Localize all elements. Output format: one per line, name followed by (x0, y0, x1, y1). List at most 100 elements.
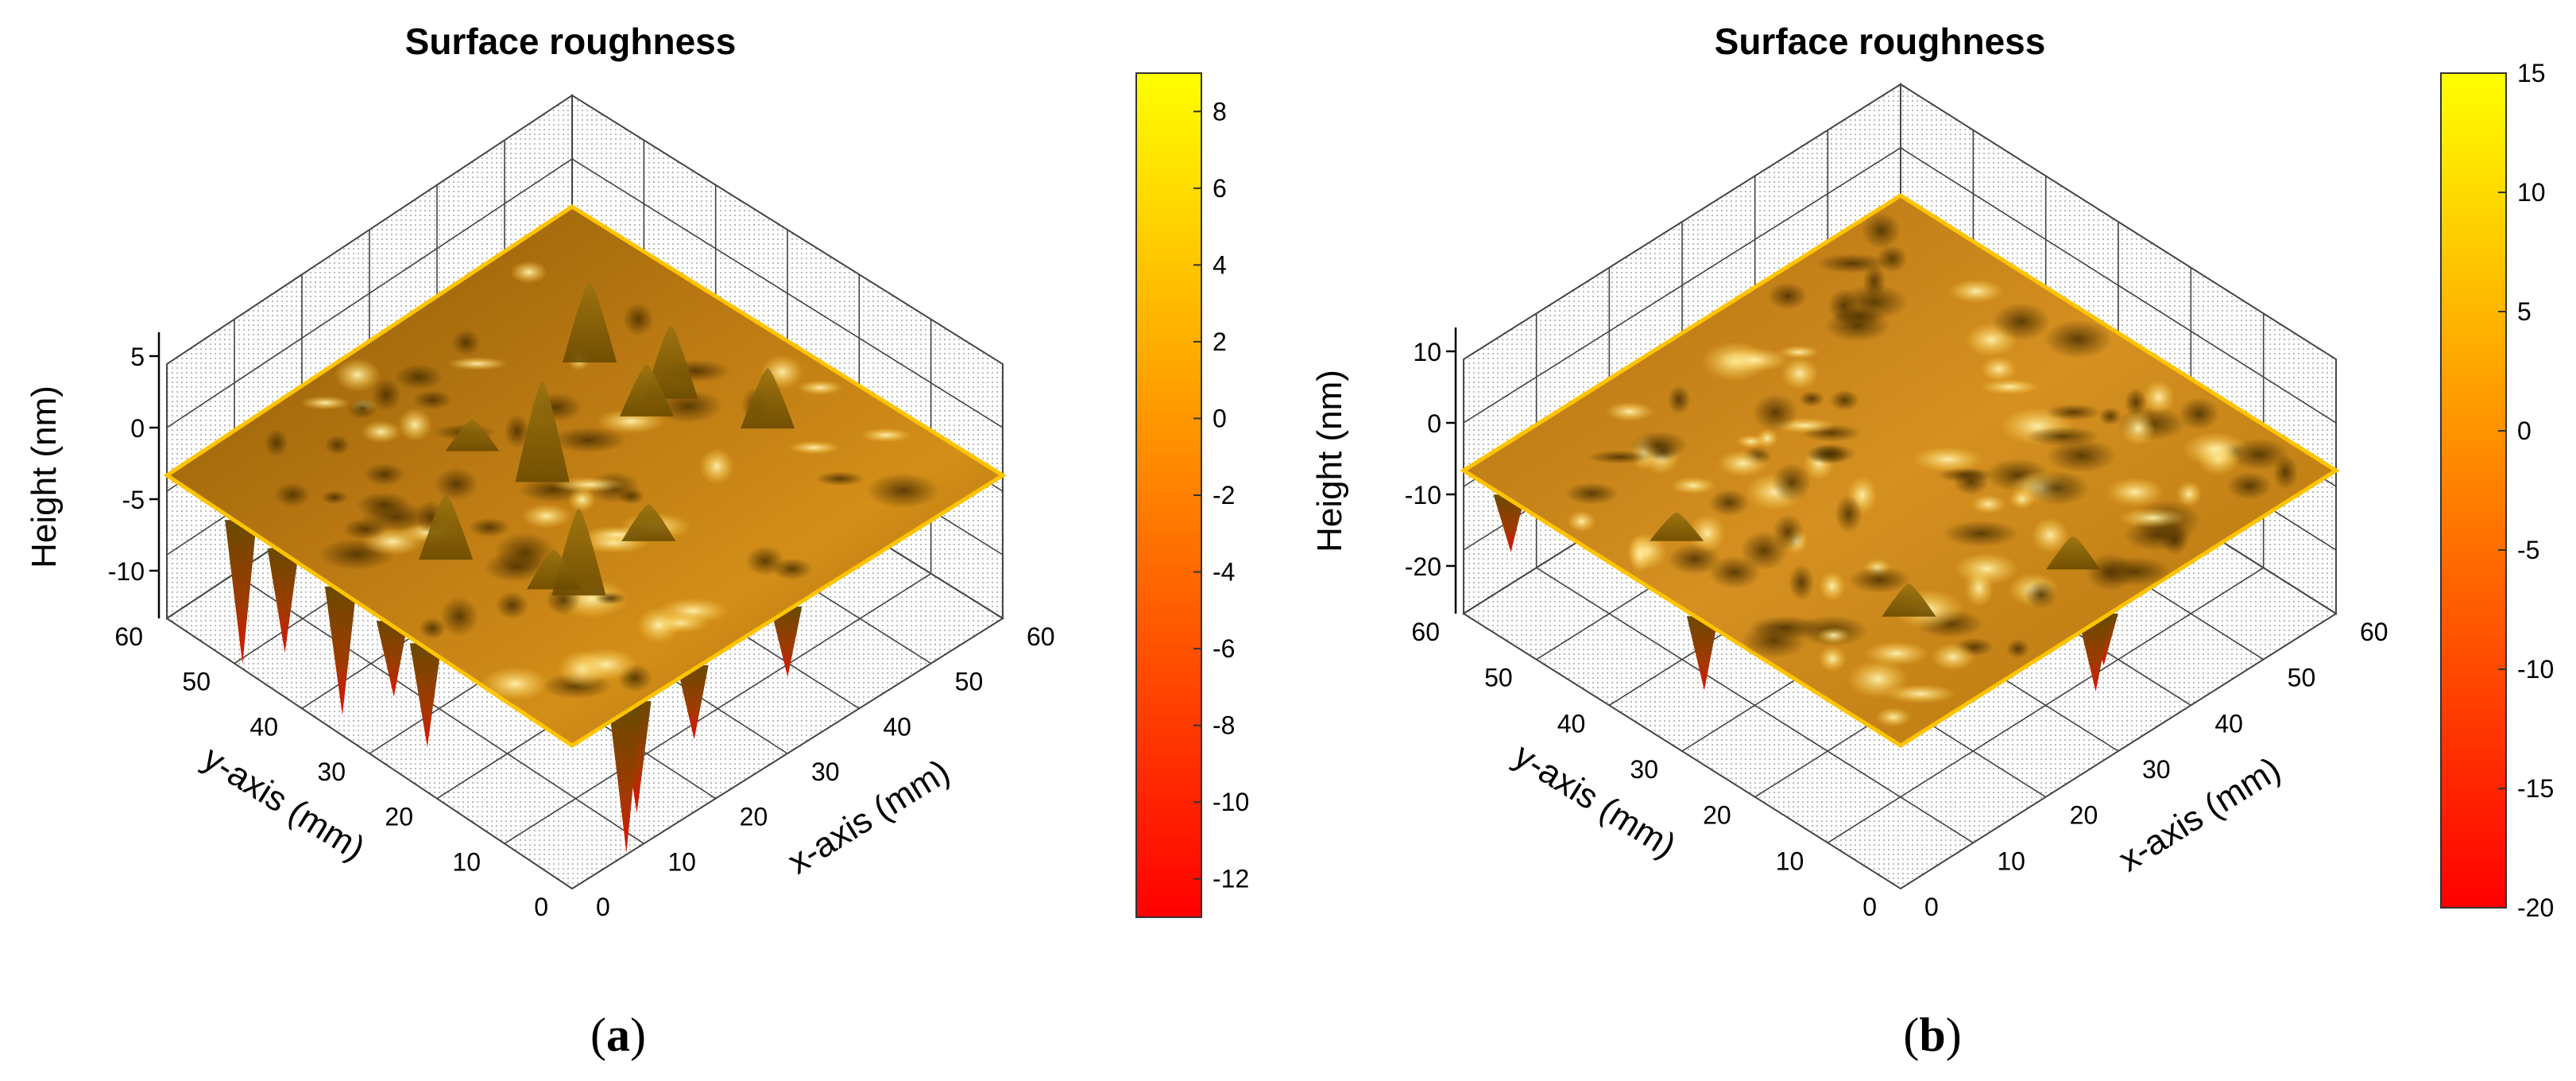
surface-highlight (1736, 434, 1766, 448)
surface-valley (1630, 431, 1688, 459)
surface-highlight (1688, 513, 1726, 553)
colorbar-tick-label: -20 (2517, 893, 2554, 922)
surface-highlight (1980, 356, 2017, 382)
z-axis-label: Height (nm) (1310, 370, 1349, 552)
surface-valley (1833, 306, 1884, 327)
surface-peaks (1650, 512, 2101, 617)
surface-highlight (300, 396, 350, 410)
surface-valley (371, 378, 401, 412)
surface-valley (412, 389, 452, 410)
surface-valley (1829, 389, 1860, 411)
surface-highlight (1818, 645, 1847, 672)
colorbar-tick-label: 0 (2517, 417, 2532, 445)
surface-peak (2046, 536, 2101, 570)
colorbar-tick-label: -2 (1213, 481, 1235, 510)
surface-valley (419, 618, 447, 640)
y-tick-label: 50 (182, 668, 211, 696)
surface-valley (494, 532, 555, 573)
surface-valley (1943, 520, 2019, 547)
y-tick-label: 50 (1484, 664, 1513, 692)
surface-valley (622, 302, 654, 336)
surface-highlight (1628, 534, 1652, 573)
surface-spikes (1493, 494, 2118, 692)
surface-valley (2025, 581, 2057, 609)
x-tick-label: 30 (2142, 755, 2171, 784)
surface-valley (504, 414, 530, 448)
surface-spike (609, 707, 641, 854)
surface-highlight (2009, 488, 2036, 510)
surface-highlight (699, 448, 734, 485)
z-tick-label: 0 (130, 414, 145, 443)
colorbar-tick-label: 4 (1213, 250, 1227, 279)
surface-valley (2226, 471, 2272, 501)
surface-highlight (1931, 642, 1975, 672)
z-tick-label: -5 (122, 486, 145, 514)
surface-valley (1992, 302, 2051, 341)
colorbar-tick-label: -6 (1213, 634, 1235, 663)
surface-valley (320, 490, 349, 505)
x-tick-label: 20 (740, 803, 768, 831)
surface-valley (1772, 513, 1804, 551)
surface-valley (2124, 387, 2148, 417)
y-tick-label: 10 (1776, 847, 1804, 875)
wall-grid-line (166, 158, 1004, 428)
surface-highlight (1781, 357, 1820, 390)
wall-grid-line (1463, 147, 2337, 424)
surface-valley (1953, 468, 1990, 495)
z-tick-label: -10 (108, 557, 145, 586)
surface-highlight (360, 420, 402, 444)
surface-valley (1848, 566, 1911, 594)
x-axis-label: x-axis (mm) (2112, 750, 2288, 879)
surface-peak (621, 504, 676, 541)
surface-valley (394, 364, 443, 390)
surface-peak (515, 381, 570, 482)
surface-valley (2098, 407, 2122, 426)
surface-highlight (1567, 510, 1596, 533)
chart-title: Surface roughness (405, 21, 737, 62)
floor-grid-line (1900, 613, 2337, 889)
surface-spike (1493, 494, 1526, 552)
y-tick-label: 40 (249, 712, 278, 741)
surface-highlight (1816, 626, 1851, 645)
y-tick-label: 60 (114, 622, 143, 651)
wall-grid-line (1463, 83, 2337, 360)
z-tick-label: 0 (1427, 409, 1441, 438)
surface-valley (1708, 489, 1750, 517)
surface-texture (1565, 212, 2299, 727)
surface-valley (1741, 622, 1808, 659)
surface-valley (468, 517, 510, 537)
surface-highlight (787, 440, 841, 455)
surface-highlight (509, 261, 547, 284)
surface-valley (1565, 482, 1619, 505)
surface-spikes (225, 520, 803, 854)
x-tick-label: 0 (1924, 893, 1939, 921)
y-tick-label: 20 (385, 803, 413, 831)
surface-highlight (797, 380, 844, 396)
surface-highlight (1847, 659, 1909, 699)
surface-highlight (573, 648, 639, 681)
surface-valley (2086, 552, 2135, 592)
surface-valley (274, 482, 311, 507)
surface-spike (2078, 618, 2110, 692)
surface-peak (445, 419, 500, 451)
z-tick-label: 10 (1413, 338, 1441, 366)
surface-spike (409, 643, 442, 748)
surface-highlight (1778, 345, 1820, 359)
surface-spike (225, 520, 257, 664)
colorbar-tick-label: -15 (2517, 774, 2554, 803)
surface-valley (1835, 494, 1863, 533)
panel-label: a (606, 1009, 630, 1061)
surface-peak (419, 494, 474, 560)
y-tick-label: 40 (1557, 709, 1586, 738)
surface-peak (741, 368, 795, 429)
surface-valley (1752, 393, 1798, 432)
surface-peak (563, 281, 617, 362)
surface-valley (1667, 385, 1691, 415)
surface-spike (676, 664, 709, 740)
x-axis-label: x-axis (mm) (781, 752, 957, 881)
surface-highlight (2142, 379, 2176, 415)
surface-peak (620, 364, 675, 417)
surface-valley (1816, 254, 1889, 273)
surface-highlight (553, 477, 627, 493)
